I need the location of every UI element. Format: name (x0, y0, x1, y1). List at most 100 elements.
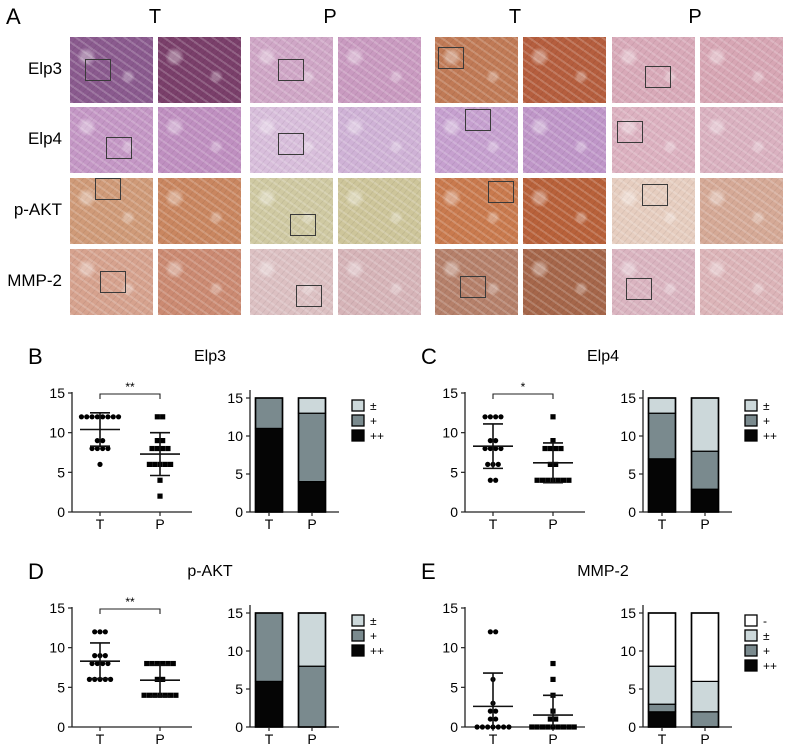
svg-text:10: 10 (620, 428, 636, 444)
roi-box (488, 181, 514, 203)
column-header-p-4: P (688, 6, 702, 28)
svg-text:5: 5 (57, 464, 65, 480)
svg-text:0: 0 (57, 719, 65, 735)
micrograph-mmp-2-6-high-mag (523, 249, 606, 315)
micrograph-elp4-7-low-mag (612, 107, 695, 173)
scatter-plot-elp3: 0 5 10 15 T P ** (49, 380, 192, 530)
panel-letter-c: C (421, 344, 437, 369)
svg-text:15: 15 (227, 605, 243, 621)
svg-text:0: 0 (450, 504, 458, 520)
micrograph-elp4-1-low-mag (70, 107, 153, 173)
scatter-plot-p-akt: 0 5 10 15 T P ** (49, 595, 192, 745)
micrograph-elp4-6-high-mag (523, 107, 606, 173)
roi-box (278, 59, 304, 81)
svg-text:15: 15 (227, 390, 243, 406)
micrograph-elp4-8-high-mag (700, 107, 783, 173)
svg-text:T: T (265, 516, 274, 530)
column-header-t-3: T (508, 6, 522, 28)
svg-text:T: T (489, 731, 498, 745)
svg-text:T: T (489, 516, 498, 530)
svg-text:15: 15 (442, 600, 458, 616)
svg-text:10: 10 (227, 428, 243, 444)
svg-text:P: P (548, 731, 557, 745)
svg-text:T: T (658, 731, 667, 745)
svg-text:P: P (155, 516, 164, 530)
svg-text:10: 10 (442, 425, 458, 441)
svg-text:T: T (96, 516, 105, 530)
panel-letter-e: E (421, 559, 436, 584)
roi-box (460, 276, 486, 298)
svg-text:0: 0 (235, 504, 243, 520)
svg-text:T: T (96, 731, 105, 745)
legend-label: + (763, 414, 770, 428)
micrograph-elp4-2-high-mag (158, 107, 241, 173)
svg-text:0: 0 (628, 719, 636, 735)
roi-box (85, 59, 111, 81)
row-label-elp4: Elp4 (27, 129, 62, 148)
roi-box (290, 214, 316, 236)
micrograph-mmp-2-4-high-mag (338, 249, 421, 315)
row-label-p-akt: p-AKT (13, 200, 62, 219)
row-label-elp3: Elp3 (27, 59, 62, 78)
roi-box (626, 278, 652, 300)
roi-box (465, 109, 491, 131)
micrograph-elp4-4-high-mag (338, 107, 421, 173)
svg-text:P: P (307, 731, 316, 745)
row-label-mmp-2: MMP-2 (7, 271, 62, 290)
chart-title-elp4: Elp4 (586, 348, 620, 365)
svg-text:5: 5 (628, 466, 636, 482)
legend-label: ± (763, 399, 770, 413)
chart-title-mmp-2: MMP-2 (577, 563, 629, 580)
significance-marker: * (521, 380, 526, 394)
svg-text:5: 5 (450, 679, 458, 695)
micrograph-elp3-4-high-mag (338, 37, 421, 103)
micrograph-p-akt-8-high-mag (700, 178, 783, 244)
micrograph-elp3-1-low-mag (70, 37, 153, 103)
legend-label: ++ (763, 659, 777, 673)
chart-title-p-akt: p-AKT (187, 563, 233, 580)
roi-box (617, 121, 643, 143)
svg-text:10: 10 (620, 643, 636, 659)
roi-box (95, 178, 121, 200)
micrograph-p-akt-4-high-mag (338, 178, 421, 244)
svg-text:15: 15 (620, 390, 636, 406)
legend-label: ± (370, 399, 377, 413)
legend-label: - (763, 614, 767, 628)
svg-text:5: 5 (235, 681, 243, 697)
svg-text:0: 0 (628, 504, 636, 520)
micrograph-p-akt-7-low-mag (612, 178, 695, 244)
svg-text:10: 10 (49, 640, 65, 656)
roi-box (106, 137, 132, 159)
svg-text:5: 5 (235, 466, 243, 482)
legend-label: + (370, 414, 377, 428)
micrograph-elp3-3-low-mag (250, 37, 333, 103)
micrograph-elp4-3-low-mag (250, 107, 333, 173)
svg-text:P: P (700, 516, 709, 530)
legend-label: ++ (370, 644, 384, 658)
svg-text:15: 15 (620, 605, 636, 621)
micrograph-mmp-2-5-low-mag (435, 249, 518, 315)
panel-letter-b: B (28, 344, 43, 369)
panel-letter-d: D (28, 559, 44, 584)
svg-text:10: 10 (442, 640, 458, 656)
legend-label: ± (763, 629, 770, 643)
significance-marker: ** (125, 595, 135, 609)
micrograph-mmp-2-7-low-mag (612, 249, 695, 315)
svg-text:15: 15 (49, 385, 65, 401)
svg-text:5: 5 (450, 464, 458, 480)
legend-label: ++ (370, 429, 384, 443)
svg-text:10: 10 (49, 425, 65, 441)
legend-label: + (763, 644, 770, 658)
micrograph-mmp-2-1-low-mag (70, 249, 153, 315)
micrograph-elp3-5-low-mag (435, 37, 518, 103)
svg-text:T: T (658, 516, 667, 530)
svg-text:P: P (700, 731, 709, 745)
significance-marker: ** (125, 380, 135, 394)
micrograph-elp3-8-high-mag (700, 37, 783, 103)
svg-text:P: P (307, 516, 316, 530)
roi-box (100, 271, 126, 293)
